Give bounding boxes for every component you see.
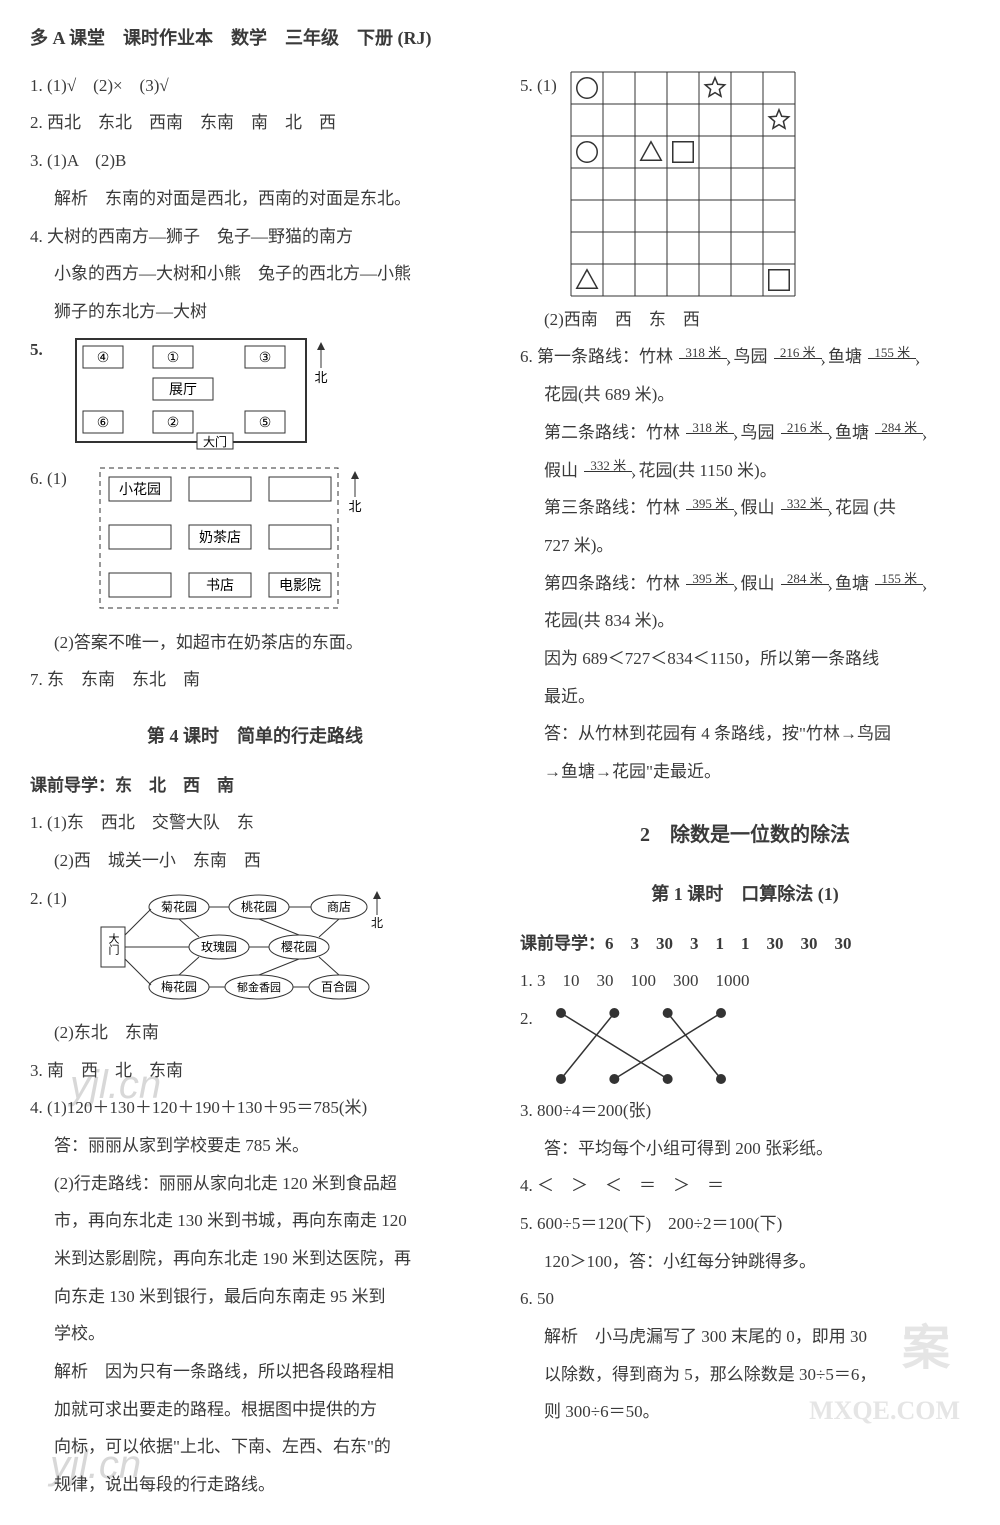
r6a2: 花园(共 689 米)。: [520, 377, 970, 413]
svg-text:书店: 书店: [206, 578, 234, 594]
svg-text:⑤: ⑤: [259, 416, 272, 431]
svg-text:小花园: 小花园: [119, 482, 161, 498]
r6e: 因为 689＜727＜834＜1150，所以第一条路线: [520, 641, 970, 677]
c2-row: 2.: [520, 1001, 970, 1091]
c6b2: 以除数，得到商为 5，那么除数是 30÷5＝6，: [520, 1357, 970, 1393]
s4an4: 规律，说出每段的行走路线。: [30, 1467, 480, 1503]
garden-graph: 大门 菊花园 桃花园 商店 玫瑰园 樱花园 梅花园: [99, 887, 389, 1007]
right-column: 5. (1) (2)西南 西 东 西 6. 第一条路线：竹林 318 米 鸟园 …: [520, 66, 970, 1505]
s4b1: (2)行走路线：丽丽从家向北走 120 米到食品超: [30, 1166, 480, 1202]
s4an2: 加就可求出要走的路程。根据图中提供的方: [30, 1392, 480, 1428]
svg-text:北: 北: [314, 370, 327, 385]
r6a1: 6. 第一条路线：竹林 318 米 鸟园 216 米 鱼塘 155 米: [520, 339, 970, 375]
svg-text:北: 北: [349, 499, 362, 514]
c6a: 6. 50: [520, 1281, 970, 1317]
r6f1: 答：从竹林到花园有 4 条路线，按"竹林→鸟园: [520, 716, 970, 752]
s3: 3. 南 西 北 东南: [30, 1053, 480, 1089]
r6b1: 第二条路线：竹林 318 米 鸟园 216 米 鱼塘 284 米: [520, 415, 970, 451]
s4b4: 向东走 130 米到银行，最后向东南走 95 米到: [30, 1279, 480, 1315]
svg-text:菊花园: 菊花园: [161, 899, 197, 914]
c6b1: 解析 小马虎漏写了 300 末尾的 0，即用 30: [520, 1319, 970, 1355]
left-column: 1. (1)√ (2)× (3)√ 2. 西北 东北 西南 东南 南 北 西 3…: [30, 66, 480, 1505]
pre-lesson: 课前导学：东 北 西 南: [30, 768, 480, 804]
r6c2: 727 米)。: [520, 528, 970, 564]
matching-diagram: [541, 1001, 741, 1091]
svg-text:奶茶店: 奶茶店: [199, 530, 241, 546]
answer-3: 3. (1)A (2)B: [30, 143, 480, 179]
c1: 1. 3 10 30 100 300 1000: [520, 963, 970, 999]
svg-text:电影院: 电影院: [279, 578, 321, 594]
s4b2: 市，再向东北走 130 米到书城，再向东南走 120: [30, 1203, 480, 1239]
answer-4c: 狮子的东北方—大树: [30, 294, 480, 330]
answer-3-analysis: 解析 东南的对面是西北，西南的对面是东北。: [30, 181, 480, 217]
answer-2: 2. 西北 东北 西南 东南 南 北 西: [30, 105, 480, 141]
s1a: 1. (1)东 西北 交警大队 东: [30, 805, 480, 841]
cpre: 课前导学：6 3 30 3 1 1 30 30 30: [520, 926, 970, 962]
answer-6b: (2)答案不唯一，如超市在奶茶店的东面。: [30, 625, 480, 661]
page-header: 多 A 课堂 课时作业本 数学 三年级 下册 (RJ): [30, 20, 970, 58]
answer-4a: 4. 大树的西南方—狮子 兔子—野猫的南方: [30, 219, 480, 255]
chapter-2-title: 2 除数是一位数的除法: [520, 814, 970, 856]
s4a: 4. (1)120＋130＋120＋190＋130＋95＝785(米): [30, 1090, 480, 1126]
svg-text:②: ②: [167, 416, 180, 431]
svg-text:北: 北: [371, 916, 383, 930]
svg-text:樱花园: 樱花园: [281, 939, 317, 954]
section-1-title: 第 1 课时 口算除法 (1): [520, 876, 970, 914]
r6b2: 假山 332 米 花园(共 1150 米)。: [520, 453, 970, 489]
svg-text:玫瑰园: 玫瑰园: [201, 939, 237, 954]
s2-row: 2. (1) 大门 菊花园 桃花园 商店 玫瑰园: [30, 881, 480, 1013]
r6d2: 花园(共 834 米)。: [520, 603, 970, 639]
s4an1: 解析 因为只有一条路线，所以把各段路程相: [30, 1354, 480, 1390]
s4b3: 米到达影剧院，再向东北走 190 米到达医院，再: [30, 1241, 480, 1277]
svg-text:④: ④: [97, 351, 110, 366]
svg-text:展厅: 展厅: [169, 383, 197, 398]
r6f2: →鱼塘→花园"走最近。: [520, 754, 970, 790]
c5b: 120＞100，答：小红每分钟跳得多。: [520, 1244, 970, 1280]
svg-text:桃花园: 桃花园: [241, 899, 277, 914]
s1b: (2)西 城关一小 东南 西: [30, 843, 480, 879]
svg-text:③: ③: [259, 351, 272, 366]
svg-text:①: ①: [167, 351, 180, 366]
s4a2: 答：丽丽从家到学校要走 785 米。: [30, 1128, 480, 1164]
r6e2: 最近。: [520, 679, 970, 715]
figure-5-row: 5. ④ ① ③ 展厅 ⑥: [30, 332, 480, 459]
c4: 4. ＜ ＞ ＜ ＝ ＞ ＝: [520, 1168, 970, 1204]
svg-text:⑥: ⑥: [97, 416, 110, 431]
answer-1: 1. (1)√ (2)× (3)√: [30, 68, 480, 104]
r6c1: 第三条路线：竹林 395 米 假山 332 米 花园 (共: [520, 490, 970, 526]
r5-row: 5. (1): [520, 68, 970, 300]
c3a: 3. 800÷4＝200(张): [520, 1093, 970, 1129]
c5a: 5. 600÷5＝120(下) 200÷2＝100(下): [520, 1206, 970, 1242]
c6b3: 则 300÷6＝50。: [520, 1394, 970, 1430]
r5b: (2)西南 西 东 西: [520, 302, 970, 338]
svg-text:郁金香园: 郁金香园: [237, 980, 281, 994]
svg-text:商店: 商店: [327, 899, 351, 914]
figure-6-diagram: 小花园 奶茶店 书店 电影院 北: [99, 467, 369, 617]
section-4-title: 第 4 课时 简单的行走路线: [30, 718, 480, 756]
svg-text:百合园: 百合园: [321, 979, 357, 994]
answer-6-row: 6. (1) 小花园 奶茶店 书店 电影院: [30, 461, 480, 623]
two-column-layout: 1. (1)√ (2)× (3)√ 2. 西北 东北 西南 东南 南 北 西 3…: [30, 66, 970, 1505]
svg-text:大门: 大门: [203, 434, 227, 449]
answer-7: 7. 东 东南 东北 南: [30, 662, 480, 698]
s2b: (2)东北 东南: [30, 1015, 480, 1051]
s4an3: 向标，可以依据"上北、下南、左西、右东"的: [30, 1429, 480, 1465]
c3b: 答：平均每个小组可得到 200 张彩纸。: [520, 1131, 970, 1167]
s4b5: 学校。: [30, 1316, 480, 1352]
answer-4b: 小象的西方—大树和小熊 兔子的西北方—小熊: [30, 256, 480, 292]
svg-text:梅花园: 梅花园: [161, 979, 197, 994]
r6d1: 第四条路线：竹林 395 米 假山 284 米 鱼塘 155 米: [520, 566, 970, 602]
grid-7x7: [567, 68, 799, 300]
svg-text:大门: 大门: [107, 932, 120, 956]
figure-5-diagram: ④ ① ③ 展厅 ⑥ ② ⑤ 大门: [75, 338, 335, 453]
